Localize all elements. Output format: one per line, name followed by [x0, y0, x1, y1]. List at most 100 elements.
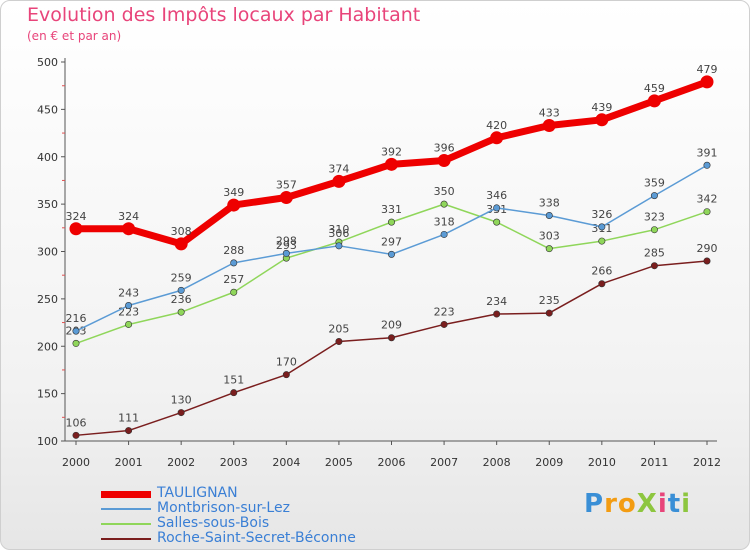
data-label: 234 [486, 295, 507, 308]
y-tick-label: 400 [37, 151, 58, 164]
data-point [227, 198, 241, 212]
legend-label: TAULIGNAN [157, 485, 238, 501]
data-label: 285 [644, 247, 665, 260]
y-tick-label: 100 [37, 435, 58, 448]
data-label: 106 [66, 416, 87, 429]
data-point [595, 113, 609, 127]
data-label: 357 [276, 178, 297, 191]
data-label: 243 [118, 287, 139, 300]
data-point [72, 431, 80, 439]
data-point [493, 218, 501, 226]
data-label: 342 [697, 193, 718, 206]
data-label: 359 [644, 177, 665, 190]
logo-letter: X [636, 489, 658, 519]
data-point [122, 222, 136, 236]
data-point [174, 237, 188, 251]
data-point [335, 242, 343, 250]
data-point [282, 371, 290, 379]
data-point [703, 257, 711, 265]
data-label: 420 [486, 119, 507, 132]
data-point [177, 308, 185, 316]
data-point [440, 320, 448, 328]
x-tick-label: 2007 [430, 456, 458, 469]
y-tick-label: 500 [37, 56, 58, 69]
data-label: 151 [223, 374, 244, 387]
legend-swatch [101, 508, 151, 510]
legend-label: Salles-sous-Bois [157, 515, 270, 531]
data-point [545, 211, 553, 219]
logo-letter: P [584, 489, 605, 519]
x-tick-label: 2003 [220, 456, 248, 469]
data-label: 297 [381, 235, 402, 248]
data-label: 130 [171, 394, 192, 407]
data-point [650, 262, 658, 270]
data-point [387, 218, 395, 226]
x-tick-label: 2011 [640, 456, 668, 469]
data-label: 223 [434, 305, 455, 318]
x-tick-label: 2010 [588, 456, 616, 469]
data-point [282, 249, 290, 257]
data-label: 374 [328, 162, 349, 175]
x-tick-label: 2002 [167, 456, 195, 469]
data-point [700, 75, 714, 89]
data-label: 396 [434, 142, 455, 155]
data-point [493, 310, 501, 318]
data-label: 439 [591, 101, 612, 114]
data-point [332, 174, 346, 188]
y-tick-label: 450 [37, 103, 58, 116]
y-tick-label: 300 [37, 246, 58, 259]
data-point [545, 245, 553, 253]
proxiti-logo: ProXiti [584, 489, 691, 519]
data-label: 288 [223, 244, 244, 257]
data-label: 236 [171, 293, 192, 306]
y-tick-label: 200 [37, 340, 58, 353]
logo-letter: o [617, 489, 637, 519]
data-point [598, 223, 606, 231]
data-point [493, 204, 501, 212]
data-point [125, 320, 133, 328]
data-point [279, 190, 293, 204]
data-point [72, 327, 80, 335]
data-point [440, 200, 448, 208]
data-point [125, 302, 133, 310]
data-point [69, 222, 83, 236]
data-point [230, 288, 238, 296]
data-point [650, 192, 658, 200]
logo-letter: t [667, 489, 682, 519]
data-point [598, 280, 606, 288]
data-label: 323 [644, 211, 665, 224]
y-tick-label: 150 [37, 388, 58, 401]
data-label: 216 [66, 312, 87, 325]
data-point [177, 286, 185, 294]
legend-label: Roche-Saint-Secret-Béconne [157, 530, 356, 546]
data-point [387, 250, 395, 258]
data-label: 205 [328, 323, 349, 336]
y-tick-label: 350 [37, 198, 58, 211]
data-point [703, 161, 711, 169]
x-tick-label: 2006 [378, 456, 406, 469]
data-label: 170 [276, 356, 297, 369]
data-label: 266 [591, 265, 612, 278]
x-tick-label: 2001 [115, 456, 143, 469]
data-label: 306 [328, 227, 349, 240]
x-tick-label: 2012 [693, 456, 721, 469]
data-label: 318 [434, 215, 455, 228]
data-point [125, 427, 133, 435]
data-label: 326 [591, 208, 612, 221]
data-point [72, 339, 80, 347]
data-label: 257 [223, 273, 244, 286]
x-tick-label: 2009 [535, 456, 563, 469]
data-label: 298 [276, 234, 297, 247]
data-point [385, 157, 398, 171]
data-label: 392 [381, 145, 402, 158]
data-point [703, 208, 711, 216]
data-point [647, 94, 661, 108]
data-label: 209 [381, 319, 402, 332]
x-tick-label: 2008 [483, 456, 511, 469]
logo-letter: i [681, 489, 692, 519]
data-label: 331 [381, 203, 402, 216]
data-point [490, 131, 504, 145]
chart-subtitle: (en € et par an) [27, 29, 122, 43]
data-label: 324 [118, 210, 139, 223]
data-point [335, 338, 343, 346]
